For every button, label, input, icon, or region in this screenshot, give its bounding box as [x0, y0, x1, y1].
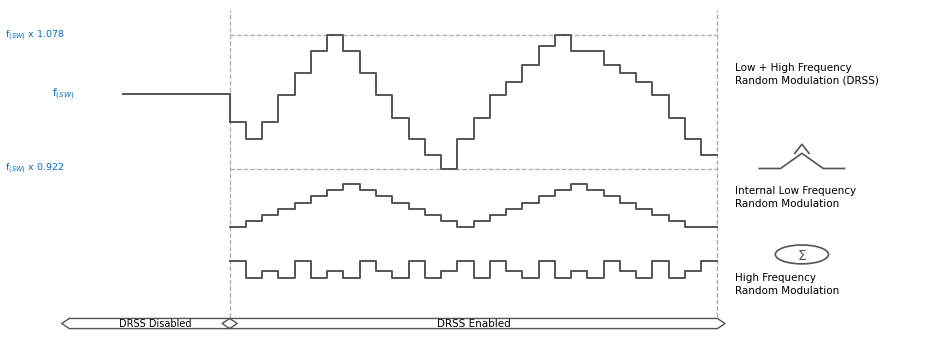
Text: DRSS Enabled: DRSS Enabled [437, 318, 511, 329]
Text: Internal Low Frequency
Random Modulation: Internal Low Frequency Random Modulation [735, 186, 857, 209]
Text: f$_{(SW)}$: f$_{(SW)}$ [52, 87, 75, 102]
Text: DRSS Disabled: DRSS Disabled [119, 318, 192, 329]
Text: $\Sigma$: $\Sigma$ [797, 249, 807, 263]
Text: f$_{(SW)}$ x 0.922: f$_{(SW)}$ x 0.922 [5, 161, 65, 176]
Text: High Frequency
Random Modulation: High Frequency Random Modulation [735, 273, 840, 296]
Text: Low + High Frequency
Random Modulation (DRSS): Low + High Frequency Random Modulation (… [735, 63, 880, 86]
Text: f$_{(SW)}$ x 1.078: f$_{(SW)}$ x 1.078 [5, 28, 65, 43]
